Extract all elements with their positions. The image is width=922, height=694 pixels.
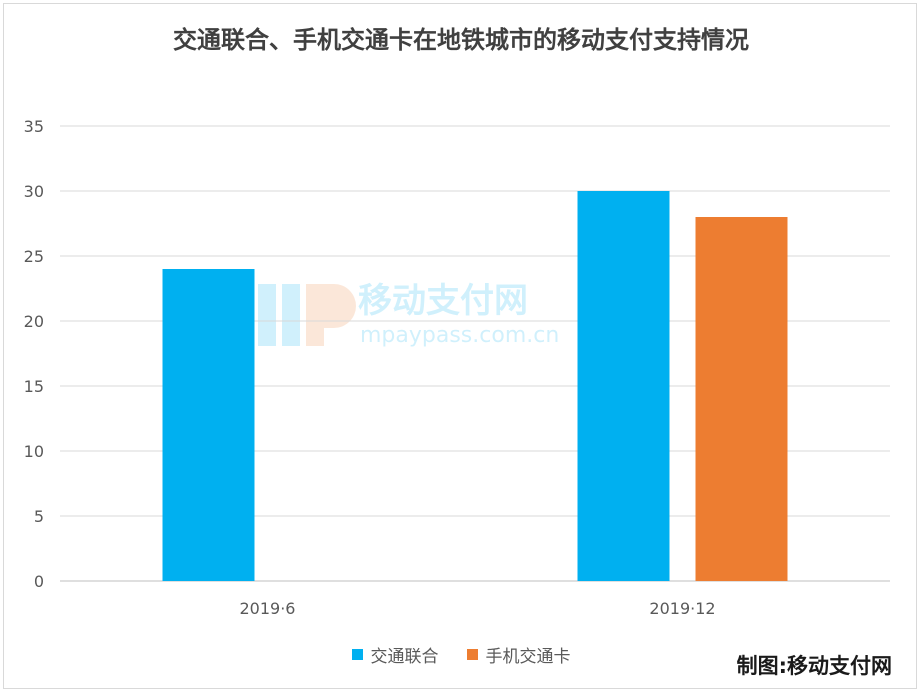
legend-item: 交通联合 [351,642,439,667]
y-tick-label: 20 [24,312,44,331]
x-tick-label: 2019·12 [649,599,715,618]
y-tick-label: 25 [24,247,44,266]
y-tick-label: 5 [34,507,44,526]
y-tick-label: 35 [24,117,44,136]
legend-swatch [466,649,478,660]
credit-label: 制图:移动支付网 [736,654,892,678]
x-tick-label: 2019·6 [240,599,296,618]
y-tick-label: 10 [24,442,44,461]
legend: 交通联合 手机交通卡 [0,642,922,667]
y-tick-label: 30 [24,182,44,201]
bar [162,269,255,581]
watermark-name: 移动支付网 [358,281,528,321]
chart-frame [3,3,917,689]
legend-item: 手机交通卡 [466,642,571,667]
watermark-url: mpaypass.com.cn [360,323,559,348]
chart-title: 交通联合、手机交通卡在地铁城市的移动支付支持情况 [173,26,749,54]
legend-swatch [351,649,363,660]
watermark-logo: 移动支付网 mpaypass.com.cn [258,281,559,348]
y-tick-label: 15 [24,377,44,396]
legend-label: 交通联合 [370,647,439,667]
bar [577,191,670,581]
bar [695,217,788,581]
legend-label: 手机交通卡 [485,647,571,667]
y-tick-label: 0 [34,572,44,591]
